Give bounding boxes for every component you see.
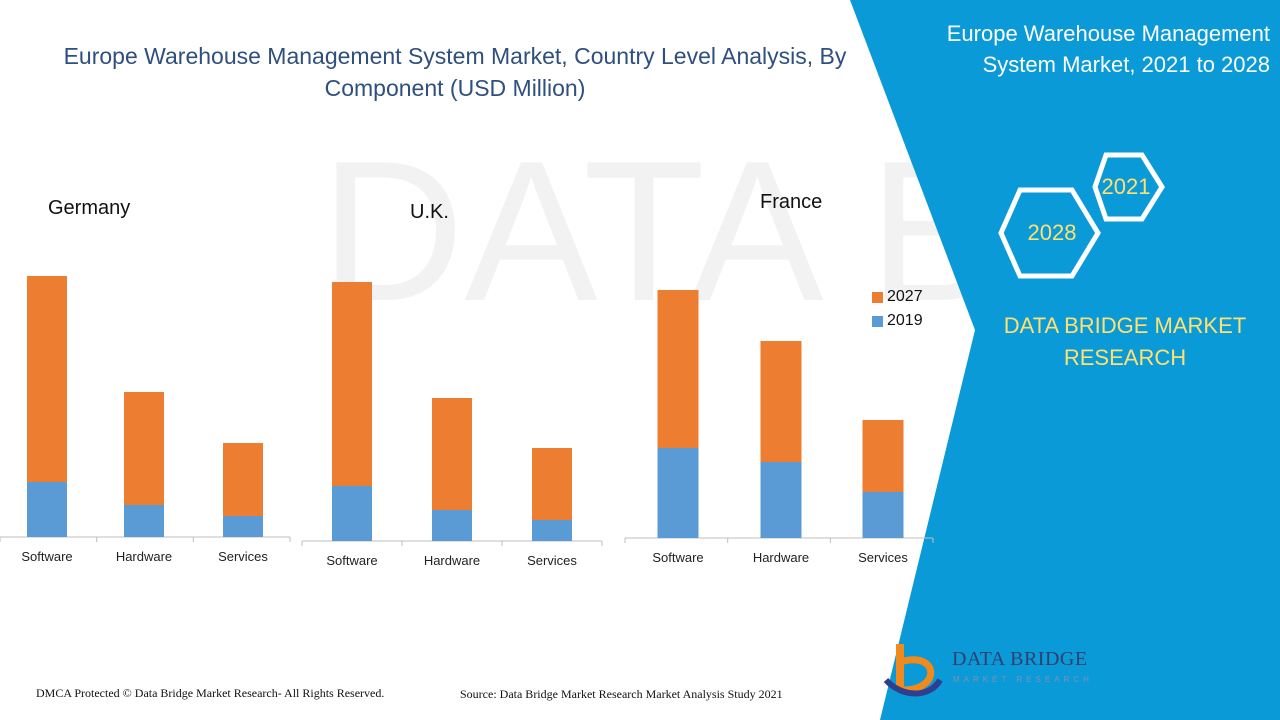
bar-uk-software-2019 [332, 486, 372, 541]
hexagon-label-2021: 2021 [1101, 174, 1151, 199]
legend-swatch-2019 [872, 315, 883, 327]
hexagon-2021-icon [1092, 152, 1165, 222]
bar-germany-services-2027 [223, 443, 263, 516]
legend-swatch-2027 [872, 291, 883, 303]
legend-label-2019: 2019 [887, 312, 923, 329]
bar-uk-services-2019 [532, 520, 572, 541]
bar-germany-software-2019 [27, 482, 67, 537]
copyright-notice: DMCA Protected © Data Bridge Market Rese… [36, 686, 385, 700]
bar-uk-hardware-2019 [432, 510, 472, 541]
bar-uk-hardware-2027 [432, 398, 472, 510]
bar-germany-software-2027 [27, 276, 67, 482]
legend-item-2027: 2027 [872, 285, 923, 309]
bar-france-software-2019 [657, 448, 699, 538]
bar-france-services-2027 [862, 420, 904, 492]
logo-name: DATA BRIDGE [952, 648, 1088, 670]
bar-france-hardware-2027 [760, 341, 802, 462]
bar-france-services-2019 [862, 492, 904, 538]
bar-charts: Software Hardware Services Software Hardware… [0, 276, 934, 568]
bar-germany-services-2019 [223, 516, 263, 537]
bar-uk-services-2027 [532, 448, 572, 520]
logo-subtitle: MARKET RESEARCH [953, 675, 1093, 684]
bar-germany-hardware-2019 [124, 505, 164, 537]
hexagon-label-2028: 2028 [1027, 220, 1077, 245]
chart-title-germany: Germany [48, 197, 131, 219]
tick-label-france-hardware: Hardware [753, 550, 809, 565]
chart-title-uk: U.K. [410, 201, 449, 223]
logo-icon [883, 644, 943, 697]
tick-label-uk-software: Software [326, 553, 377, 568]
chart-title: Europe Warehouse Management System Marke… [63, 43, 847, 101]
bar-germany-hardware-2027 [124, 392, 164, 505]
bar-uk-software-2027 [332, 282, 372, 486]
legend-label-2027: 2027 [887, 288, 923, 305]
tick-label-france-software: Software [652, 550, 703, 565]
side-panel [850, 0, 1280, 720]
brand-name: DATA BRIDGE MARKET RESEARCH [1003, 313, 1247, 370]
hexagon-graphic [998, 152, 1165, 279]
tick-label-uk-hardware: Hardware [424, 553, 480, 568]
source-note: Source: Data Bridge Market Research Mark… [460, 687, 783, 701]
hexagon-2028-icon [998, 187, 1101, 279]
tick-label-uk-services: Services [527, 553, 577, 568]
legend-item-2019: 2019 [872, 309, 923, 333]
legend: 2027 2019 [872, 285, 923, 333]
side-panel-title: Europe Warehouse Management System Marke… [946, 21, 1270, 77]
chart-title-france: France [760, 191, 823, 213]
tick-label-france-services: Services [858, 550, 908, 565]
bar-france-hardware-2019 [760, 462, 802, 538]
tick-label-germany-software: Software [21, 549, 72, 564]
tick-label-germany-services: Services [218, 549, 268, 564]
bar-france-software-2027 [657, 290, 699, 448]
tick-label-germany-hardware: Hardware [116, 549, 172, 564]
